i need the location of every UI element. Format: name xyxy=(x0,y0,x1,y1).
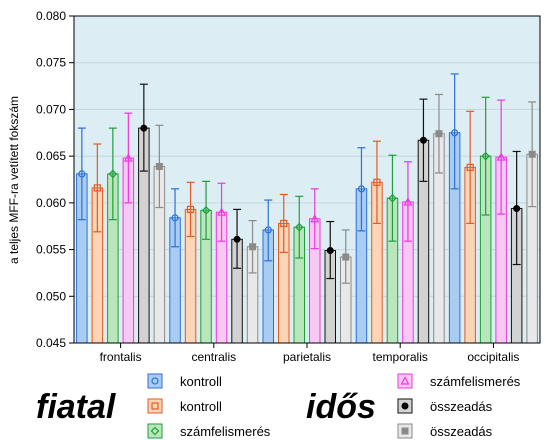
x-tick-label: occipitalis xyxy=(467,350,519,364)
legend-item: kontroll xyxy=(147,398,222,414)
legend-item: számfelismerés xyxy=(147,423,271,439)
point-marker xyxy=(401,427,409,435)
legend-item: számfelismerés xyxy=(397,373,521,389)
y-tick-label: 0.060 xyxy=(36,196,66,210)
grid xyxy=(74,62,540,297)
x-tick-label: temporalis xyxy=(373,350,428,364)
legend-group-label: idős xyxy=(306,388,376,426)
y-tick-label: 0.045 xyxy=(36,336,66,350)
y-tick-label: 0.070 xyxy=(36,102,66,116)
y-axis-label: a teljes MFF-ra vetített fokszám xyxy=(7,96,21,264)
legend-group-label: fiatal xyxy=(36,388,117,426)
y-tick-label: 0.065 xyxy=(36,149,66,163)
point-marker xyxy=(513,204,521,212)
point-marker xyxy=(151,377,159,385)
legend: fiatal idős kontroll kontroll számfelismerés… xyxy=(36,373,521,439)
legend-label: számfelismerés xyxy=(180,424,271,439)
y-tick-label: 0.080 xyxy=(36,9,66,23)
point-marker xyxy=(186,205,195,213)
legend-item: kontroll xyxy=(147,373,222,389)
point-marker xyxy=(155,162,163,170)
axes: 0.045 0.050 0.055 0.060 0.065 0.070 0.075 0.080… xyxy=(36,9,541,364)
legend-swatch xyxy=(147,423,163,439)
legend-label: kontroll xyxy=(180,374,222,389)
point-marker xyxy=(481,151,490,161)
y-tick-label: 0.050 xyxy=(36,289,66,303)
point-marker xyxy=(294,222,304,232)
y-tick-label: 0.055 xyxy=(36,243,66,257)
bar-group xyxy=(153,124,166,344)
point-marker xyxy=(373,178,381,186)
legend-label: összeadás xyxy=(430,424,493,439)
point-marker xyxy=(264,226,272,234)
point-marker xyxy=(310,213,320,223)
legend-item: összeadás xyxy=(397,398,493,414)
legend-swatch xyxy=(397,373,413,389)
point-marker xyxy=(249,243,257,251)
point-marker xyxy=(466,163,474,171)
bar-group xyxy=(107,127,119,344)
point-marker xyxy=(357,185,366,193)
point-marker xyxy=(342,253,350,261)
x-tick-label: centralis xyxy=(191,350,236,364)
point-marker xyxy=(233,235,241,243)
legend-label: kontroll xyxy=(180,399,222,414)
point-marker xyxy=(123,153,133,162)
point-marker xyxy=(528,150,536,158)
point-marker xyxy=(451,129,459,137)
point-marker xyxy=(280,219,288,228)
point-marker xyxy=(403,197,413,206)
point-marker xyxy=(150,426,160,436)
legend-label: összeadás xyxy=(430,399,493,414)
legend-item: összeadás xyxy=(397,423,493,439)
bar-group xyxy=(479,96,492,344)
point-marker xyxy=(435,130,443,138)
point-marker xyxy=(326,247,334,255)
point-marker xyxy=(388,193,397,203)
point-marker xyxy=(217,207,227,216)
legend-swatch xyxy=(147,373,163,389)
point-marker xyxy=(401,402,409,410)
x-tick-label: frontalis xyxy=(100,350,142,364)
plot-area xyxy=(74,16,540,343)
point-marker xyxy=(151,402,159,410)
point-marker xyxy=(496,152,506,161)
y-tick-label: 0.075 xyxy=(36,56,66,70)
legend-swatch xyxy=(147,398,163,414)
x-tick-label: parietalis xyxy=(283,350,331,364)
point-marker xyxy=(108,169,118,179)
point-marker xyxy=(201,205,211,215)
point-marker xyxy=(78,170,86,178)
bars xyxy=(76,73,538,344)
bar-group xyxy=(76,127,88,344)
point-marker xyxy=(140,124,148,132)
point-marker xyxy=(171,214,179,222)
point-marker xyxy=(93,184,101,192)
legend-label: számfelismerés xyxy=(430,374,521,389)
point-marker xyxy=(419,136,427,144)
point-marker xyxy=(400,376,410,385)
